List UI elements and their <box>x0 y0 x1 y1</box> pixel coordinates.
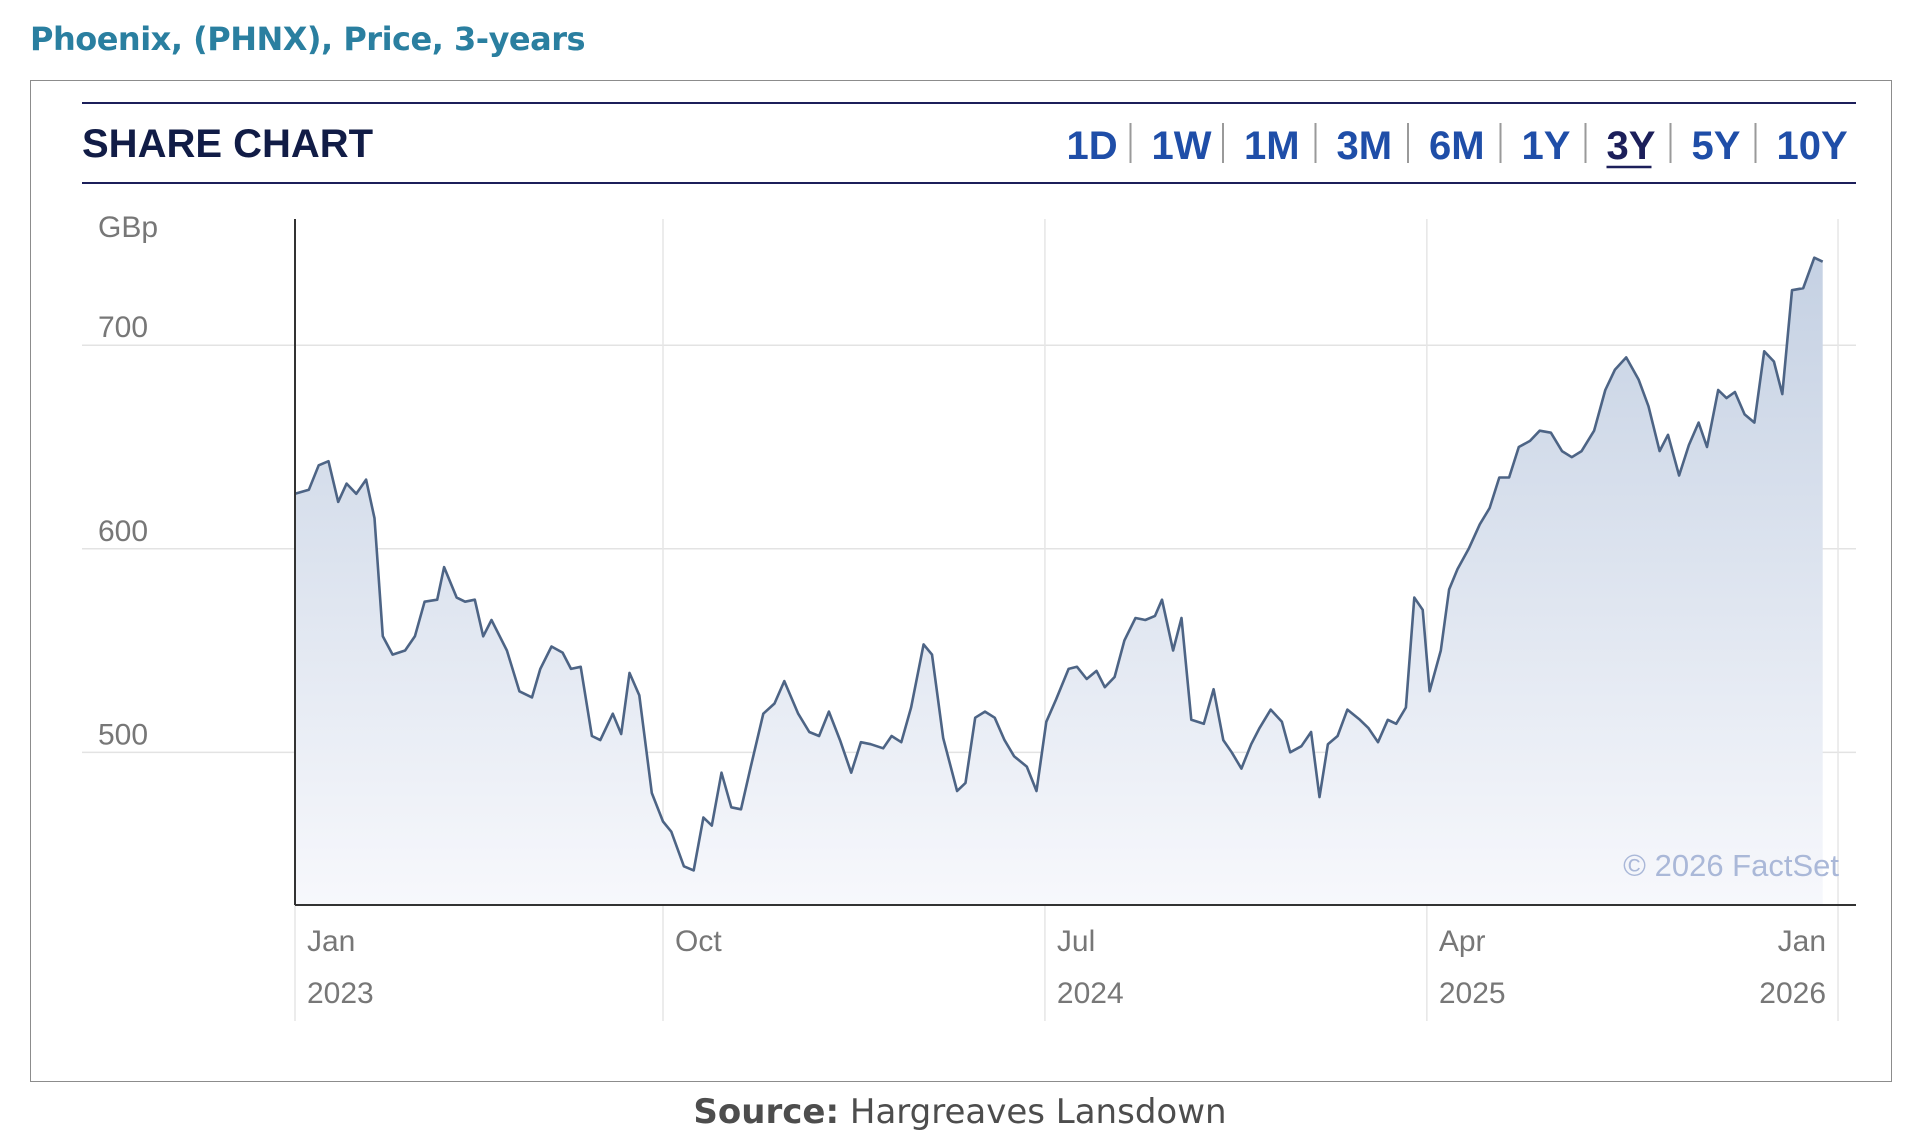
y-tick-label: 600 <box>98 515 148 548</box>
x-tick-label: Jan <box>1778 925 1826 958</box>
y-tick-label: 500 <box>98 718 148 751</box>
x-tick-year-label: 2023 <box>307 977 374 1010</box>
price-line <box>294 256 1824 872</box>
x-tick-label: Apr <box>1439 925 1486 958</box>
x-tick-labels: Jan 2023 Oct Jul 2024 Apr 2025 Jan 2026 <box>307 925 1826 1010</box>
x-tick-label: Jan <box>307 925 355 958</box>
price-area <box>295 257 1823 905</box>
share-chart-title: SHARE CHART <box>82 122 373 166</box>
source-line: Source: Hargreaves Lansdown <box>0 1092 1920 1132</box>
range-option-1m[interactable]: 1M <box>1244 124 1300 168</box>
range-option-1y[interactable]: 1Y <box>1522 124 1571 168</box>
y-axis-unit-label: GBp <box>98 211 158 244</box>
range-option-5y[interactable]: 5Y <box>1692 124 1741 168</box>
range-option-10y[interactable]: 10Y <box>1777 124 1848 168</box>
share-chart-widget: SHARE CHART 1D 1W 1M 3M 6M 1Y 3Y 5Y 10Y 500 600 70… <box>30 80 1892 1082</box>
range-option-3y[interactable]: 3Y <box>1607 124 1656 168</box>
x-tick-year-label: 2026 <box>1759 977 1826 1010</box>
x-tick-year-label: 2025 <box>1439 977 1506 1010</box>
range-option-3m[interactable]: 3M <box>1337 124 1393 168</box>
copyright-label: © 2026 FactSet <box>1623 848 1839 883</box>
source-label: Source: <box>693 1092 840 1132</box>
x-tick-label: Oct <box>675 925 722 958</box>
x-tick-label: Jul <box>1057 925 1095 958</box>
y-tick-label: 700 <box>98 311 148 344</box>
page-title: Phoenix, (PHNX), Price, 3-years <box>30 20 586 58</box>
source-text: Hargreaves Lansdown <box>849 1092 1227 1132</box>
range-option-1d[interactable]: 1D <box>1067 124 1118 168</box>
x-tick-year-label: 2024 <box>1057 977 1124 1010</box>
y-tick-labels: 500 600 700 <box>98 311 148 751</box>
range-option-1w[interactable]: 1W <box>1152 124 1212 168</box>
range-selector: 1D 1W 1M 3M 6M 1Y 3Y 5Y 10Y <box>1067 123 1848 169</box>
range-option-6m[interactable]: 6M <box>1429 124 1485 168</box>
share-chart-svg: SHARE CHART 1D 1W 1M 3M 6M 1Y 3Y 5Y 10Y 500 600 70… <box>82 102 1856 1021</box>
